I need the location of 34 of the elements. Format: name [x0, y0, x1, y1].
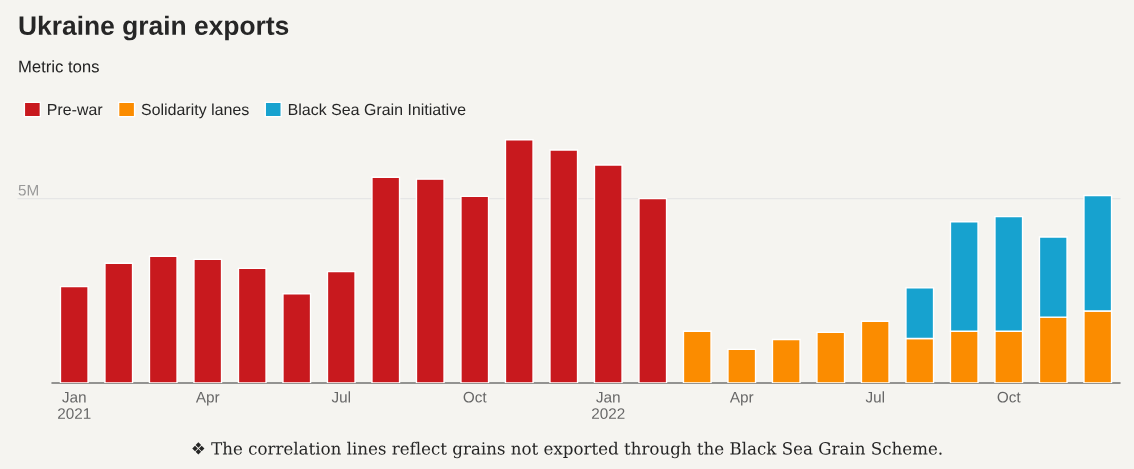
text: ❖ The correlation lines reflect grains not exported through the Black Sea Grain Scheme.	[192, 441, 942, 459]
bar	[860, 320, 890, 383]
ref-line-label: 5M	[18, 184, 38, 196]
bar	[193, 258, 223, 383]
x-tick-label: Jul	[865, 391, 884, 403]
legend-label: Solidarity lanes	[141, 103, 249, 119]
chart-subtitle: Metric tons	[19, 60, 99, 73]
bar	[415, 178, 445, 383]
x-tick-label: Oct	[997, 391, 1021, 403]
bar	[727, 348, 757, 383]
bar	[237, 267, 267, 383]
bar	[104, 262, 134, 383]
bar	[460, 195, 490, 383]
x-tick-label: Jan 2021	[58, 391, 91, 420]
legend-label: Black Sea Grain Initiative	[288, 103, 466, 116]
bar	[371, 176, 401, 383]
bar	[504, 139, 534, 383]
bar	[282, 293, 312, 383]
x-tick-label: Apr	[729, 391, 754, 406]
bar	[593, 164, 623, 383]
legend-label: Pre-war	[48, 104, 103, 116]
bar	[638, 197, 668, 383]
chart-title: Ukraine grain exports	[19, 15, 289, 41]
bar	[326, 270, 356, 383]
bar	[771, 338, 801, 383]
x-tick-label: Jul	[331, 391, 350, 403]
x-tick-label: Oct	[463, 391, 487, 403]
bar	[549, 149, 579, 383]
bar	[59, 285, 89, 383]
x-tick-label: Jan 2022	[592, 391, 625, 420]
bar	[682, 330, 712, 383]
bar	[816, 331, 846, 383]
x-tick-label: Apr	[195, 391, 220, 406]
bar	[148, 255, 178, 383]
